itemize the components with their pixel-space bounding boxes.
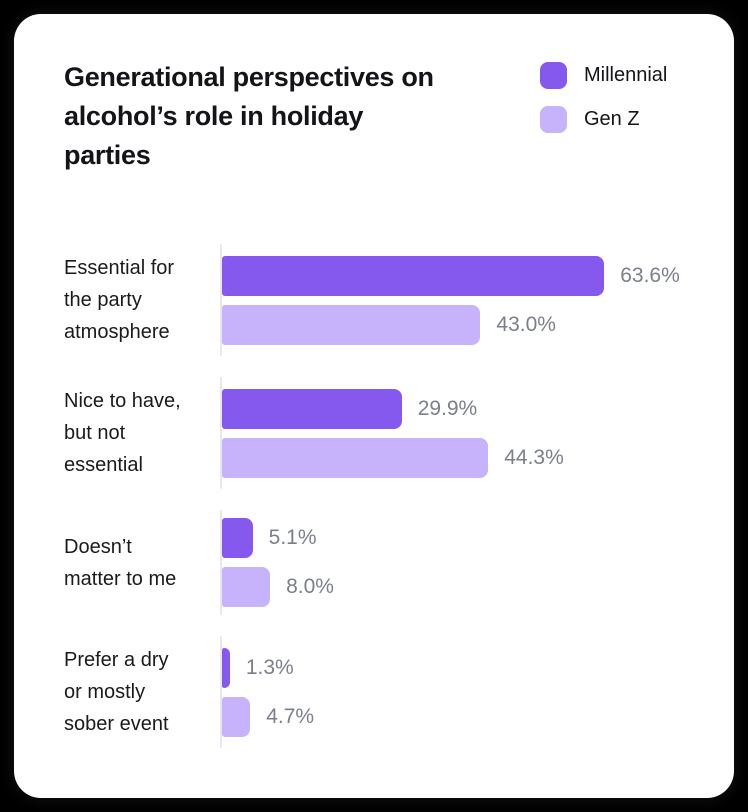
chart-group-essential: Essential for the party atmosphere 63.6%… — [64, 244, 708, 356]
category-label: Essential for the party atmosphere — [64, 257, 175, 343]
bar-pair: 63.6% 43.0% — [220, 244, 708, 356]
chart-group-doesnt-matter: Doesn’t matter to me 5.1% 8.0% — [64, 510, 708, 615]
bar-row-millennial: 1.3% — [222, 647, 708, 688]
legend-label-genz: Gen Z — [584, 108, 640, 130]
chart-group-nice-to-have: Nice to have, but not essential 29.9% 44… — [64, 377, 708, 489]
bar-value-label: 1.3% — [245, 655, 294, 679]
bar-chart: Essential for the party atmosphere 63.6%… — [64, 244, 708, 777]
category-label: Nice to have, but not essential — [64, 390, 181, 476]
chart-title: Generational perspectives on alcohol’s r… — [64, 58, 534, 175]
bar-pair: 5.1% 8.0% — [220, 510, 708, 615]
bar-pair: 1.3% 4.7% — [220, 636, 708, 748]
bar-value-label: 8.0% — [286, 575, 334, 598]
bar-row-genz: 8.0% — [222, 567, 708, 607]
bar-row-millennial: 29.9% — [222, 388, 708, 429]
bar-row-millennial: 63.6% — [222, 255, 708, 296]
bar-value-label: 43.0% — [496, 312, 556, 336]
bar-value-label: 63.6% — [620, 263, 680, 287]
bar-value-label: 4.7% — [266, 704, 315, 728]
bar-genz — [222, 304, 481, 345]
category-label: Prefer a dry or mostly sober event — [64, 649, 169, 735]
chart-title-line: Generational perspectives on — [64, 62, 434, 92]
legend: Millennial Gen Z — [540, 62, 667, 150]
legend-item-millennial: Millennial — [540, 62, 667, 89]
bar-pair: 29.9% 44.3% — [220, 377, 708, 489]
legend-swatch-millennial — [540, 62, 567, 89]
bar-genz — [222, 437, 489, 478]
category-label: Doesn’t matter to me — [64, 535, 177, 590]
bar-millennial — [222, 518, 253, 558]
bar-row-millennial: 5.1% — [222, 518, 708, 558]
bar-value-label: 29.9% — [417, 396, 478, 420]
bar-millennial — [222, 388, 402, 429]
legend-swatch-genz — [540, 106, 567, 133]
bar-value-label: 5.1% — [268, 526, 317, 549]
bar-value-label: 44.3% — [504, 445, 564, 469]
bar-row-genz: 44.3% — [222, 437, 708, 478]
chart-group-prefer-dry: Prefer a dry or mostly sober event 1.3% … — [64, 636, 708, 748]
chart-title-line: alcohol’s role in holiday — [64, 101, 364, 131]
bar-genz — [222, 567, 271, 607]
legend-item-genz: Gen Z — [540, 106, 667, 133]
bar-row-genz: 43.0% — [222, 304, 708, 345]
chart-title-line: parties — [64, 140, 151, 170]
bar-millennial — [222, 255, 605, 296]
bar-row-genz: 4.7% — [222, 696, 708, 737]
legend-label-millennial: Millennial — [584, 64, 668, 86]
bar-genz — [222, 696, 251, 737]
chart-card: Generational perspectives on alcohol’s r… — [14, 14, 734, 798]
bar-millennial — [222, 647, 230, 688]
